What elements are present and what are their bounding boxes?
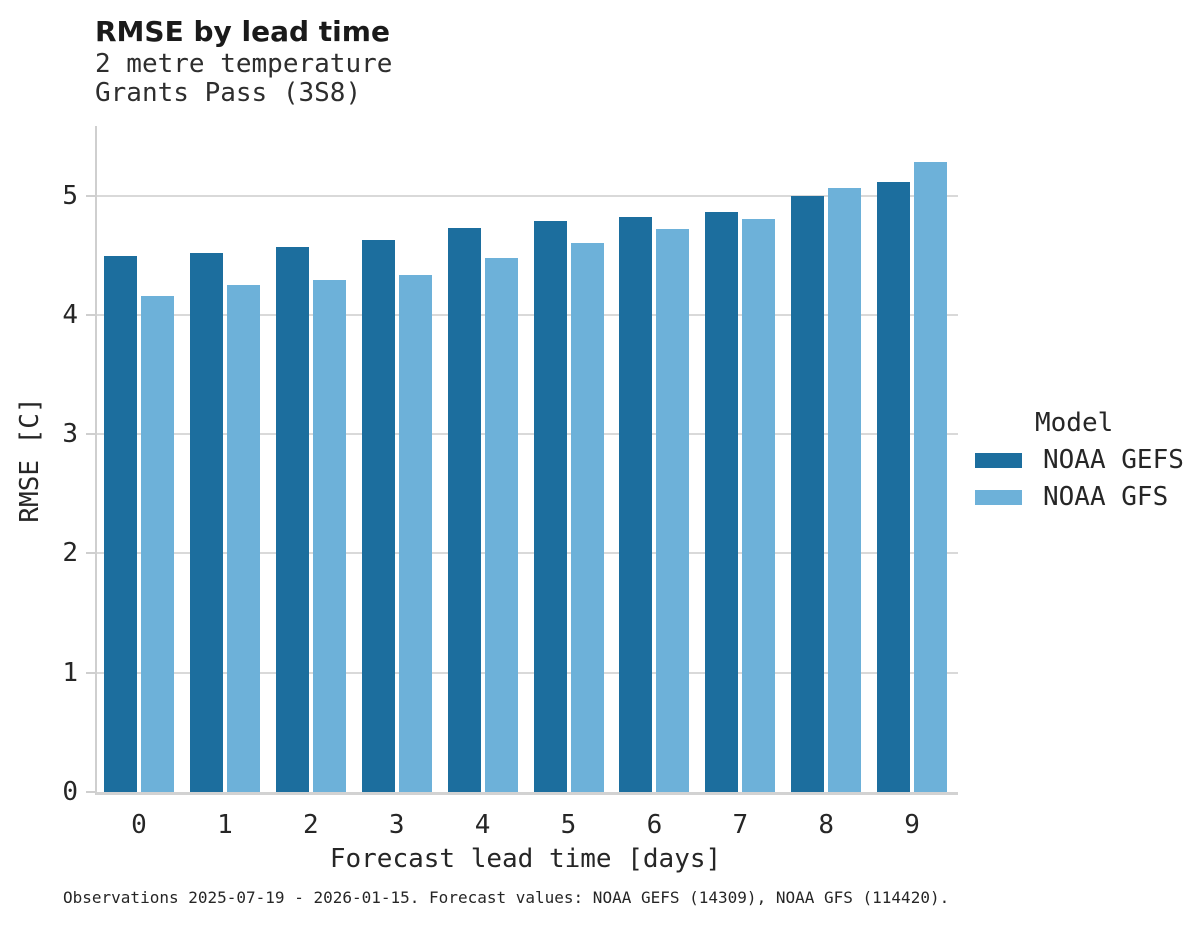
bar-noaa-gefs-lead-9 (877, 182, 911, 792)
legend-item: NOAA GFS (975, 482, 1195, 512)
legend-item: NOAA GEFS (975, 445, 1195, 475)
bar-noaa-gfs-lead-2 (312, 280, 346, 792)
bar-noaa-gfs-lead-0 (141, 295, 174, 792)
bar-noaa-gefs-lead-4 (447, 227, 481, 792)
y-tick-label: 0 (62, 777, 78, 807)
gridline (97, 552, 958, 555)
y-tick (86, 433, 95, 436)
bar-noaa-gefs-lead-5 (533, 220, 567, 792)
legend-title: Model (1035, 408, 1114, 438)
x-tick-label: 0 (131, 810, 147, 840)
y-tick-label: 1 (62, 657, 78, 688)
bar-noaa-gefs-lead-0 (104, 256, 137, 792)
legend-swatch-gefs (975, 452, 1022, 468)
legend-item-label: NOAA GEFS (1043, 445, 1184, 475)
gridline (97, 194, 958, 197)
bar-noaa-gfs-lead-3 (398, 275, 432, 792)
bar-noaa-gefs-lead-6 (619, 217, 653, 792)
x-tick-label: 3 (388, 810, 405, 840)
y-tick (86, 194, 95, 197)
bar-noaa-gfs-lead-8 (828, 188, 862, 792)
x-tick-label: 5 (560, 810, 577, 840)
x-tick-label: 2 (302, 810, 319, 840)
legend-item-label: NOAA GFS (1043, 482, 1169, 512)
gridline (97, 433, 958, 436)
bar-noaa-gfs-lead-7 (742, 219, 776, 792)
y-tick (86, 313, 95, 316)
subtitle-line-2: Grants Pass (3S8) (95, 78, 362, 108)
x-tick-label: 9 (904, 810, 920, 840)
bar-noaa-gfs-lead-6 (656, 228, 690, 792)
bar-noaa-gefs-lead-1 (189, 252, 223, 792)
bar-noaa-gefs-lead-2 (275, 246, 309, 792)
y-tick (86, 791, 95, 793)
y-axis-label: RMSE [C] (15, 397, 45, 523)
y-tick-label: 2 (62, 538, 78, 569)
bar-noaa-gfs-lead-4 (484, 257, 518, 792)
chart-subtitle: 2 metre temperature Grants Pass (3S8) (95, 50, 392, 108)
x-tick-label: 8 (818, 810, 835, 840)
bar-noaa-gfs-lead-1 (226, 285, 260, 792)
x-tick-label: 7 (732, 810, 749, 840)
plot-area (95, 126, 958, 795)
x-tick-label: 4 (474, 810, 491, 840)
x-tick-label: 1 (217, 810, 233, 840)
legend-swatch-gfs (975, 489, 1022, 505)
bar-noaa-gefs-lead-8 (791, 195, 825, 792)
y-tick-label: 3 (62, 419, 78, 450)
gridline (97, 313, 958, 316)
gridline (97, 671, 958, 674)
bar-noaa-gfs-lead-9 (914, 162, 948, 792)
y-tick-label: 5 (62, 180, 78, 211)
x-axis-label: Forecast lead time [days] (329, 844, 722, 874)
caption: Observations 2025-07-19 - 2026-01-15. Fo… (63, 888, 950, 907)
subtitle-line-1: 2 metre temperature (95, 49, 393, 79)
bar-noaa-gfs-lead-5 (570, 243, 604, 792)
bar-noaa-gefs-lead-7 (705, 212, 739, 792)
chart-title: RMSE by lead time (95, 15, 390, 48)
y-tick (86, 671, 95, 674)
bar-noaa-gefs-lead-3 (361, 239, 395, 792)
y-tick-label: 4 (62, 299, 78, 330)
x-tick-label: 6 (646, 810, 663, 840)
y-tick (86, 552, 95, 555)
legend: Model NOAA GEFS NOAA GFS (975, 408, 1195, 512)
